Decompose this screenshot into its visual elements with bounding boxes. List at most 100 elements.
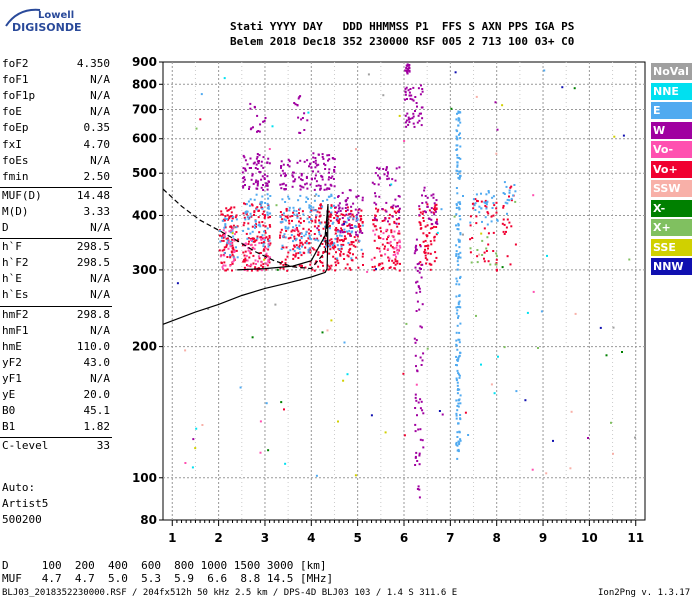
echo-point (233, 226, 236, 229)
echo-point (421, 117, 424, 120)
echo-point (243, 254, 246, 257)
param-name: B1 (2, 420, 16, 434)
echo-point (256, 269, 259, 272)
echo-point (304, 183, 307, 186)
echo-point (504, 201, 507, 204)
echo-point (331, 157, 334, 159)
echo-point (348, 249, 351, 251)
logo-lowell: Lowell (38, 10, 75, 21)
echo-point (378, 236, 380, 239)
echo-point (330, 193, 333, 196)
echo-point (458, 376, 461, 379)
echo-point (257, 260, 259, 263)
echo-point (455, 312, 458, 315)
echo-point (357, 223, 360, 226)
param-value: 4.350 (76, 57, 110, 70)
echo-point (335, 251, 337, 254)
echo-point (192, 438, 195, 441)
echo-point (307, 228, 310, 231)
x-tick-label: 7 (446, 531, 454, 545)
echo-point (291, 219, 293, 222)
echo-point (356, 235, 359, 238)
echo-point (419, 356, 422, 359)
echo-point (327, 178, 330, 181)
echo-point (316, 227, 319, 230)
echo-point (406, 72, 409, 75)
echo-point (245, 259, 248, 262)
echo-point (480, 207, 483, 210)
echo-point (247, 264, 250, 267)
echo-point (456, 389, 459, 391)
echo-point (377, 264, 380, 267)
echo-point (344, 237, 347, 240)
echo-point (395, 211, 398, 214)
echo-point (415, 238, 418, 241)
echo-point (230, 240, 232, 243)
echo-point (459, 438, 462, 441)
echo-point (296, 215, 299, 218)
echo-point (256, 235, 259, 238)
echo-point (332, 255, 335, 258)
echo-point (244, 203, 247, 206)
echo-point (419, 224, 422, 226)
echo-point (219, 230, 222, 232)
echo-point (265, 182, 268, 185)
echo-point (330, 319, 333, 322)
echo-point (279, 215, 282, 218)
param-row: D N/A (2, 221, 110, 235)
echo-point (253, 105, 256, 108)
param-name: foEs (2, 153, 29, 167)
echo-point (531, 468, 534, 471)
echo-point (242, 251, 245, 254)
echo-point (407, 69, 410, 72)
echo-point (303, 234, 306, 237)
echo-point (250, 264, 253, 267)
echo-point (256, 153, 259, 155)
echo-point (328, 239, 331, 242)
echo-point (314, 174, 317, 177)
echo-point (248, 185, 251, 188)
echo-point (250, 203, 253, 206)
y-tick-label: 800 (132, 77, 157, 91)
echo-point (374, 195, 377, 198)
echo-point (469, 215, 472, 218)
echo-point (267, 449, 270, 452)
echo-point (267, 205, 270, 208)
echo-point (424, 225, 427, 228)
echo-point (244, 167, 247, 170)
echo-point (456, 306, 459, 308)
echo-point (321, 205, 324, 208)
echo-point (249, 244, 252, 247)
echo-point (406, 64, 409, 67)
echo-point (310, 217, 313, 220)
echo-point (344, 267, 347, 270)
echo-point (433, 260, 436, 263)
echo-point (245, 203, 248, 206)
echo-point (338, 234, 341, 237)
echo-point (526, 311, 529, 314)
param-value: 43.0 (83, 355, 111, 369)
echo-point (244, 250, 247, 253)
echo-point (268, 261, 271, 264)
echo-point (354, 245, 357, 248)
echo-point (242, 180, 245, 183)
echo-point (375, 228, 378, 231)
echo-point (199, 118, 202, 121)
echo-point (329, 245, 332, 248)
echo-point (375, 207, 377, 210)
echo-point (455, 331, 458, 334)
echo-point (458, 341, 461, 344)
echo-point (502, 230, 505, 233)
echo-point (459, 322, 462, 325)
echo-point (280, 228, 283, 231)
echo-point (349, 234, 352, 237)
echo-point (459, 251, 462, 254)
echo-point (268, 235, 271, 237)
echo-point (260, 269, 263, 272)
echo-point (456, 381, 459, 384)
echo-point (484, 216, 487, 219)
echo-point (458, 207, 461, 210)
echo-point (411, 98, 414, 101)
echo-point (264, 231, 267, 234)
echo-point (232, 235, 235, 238)
